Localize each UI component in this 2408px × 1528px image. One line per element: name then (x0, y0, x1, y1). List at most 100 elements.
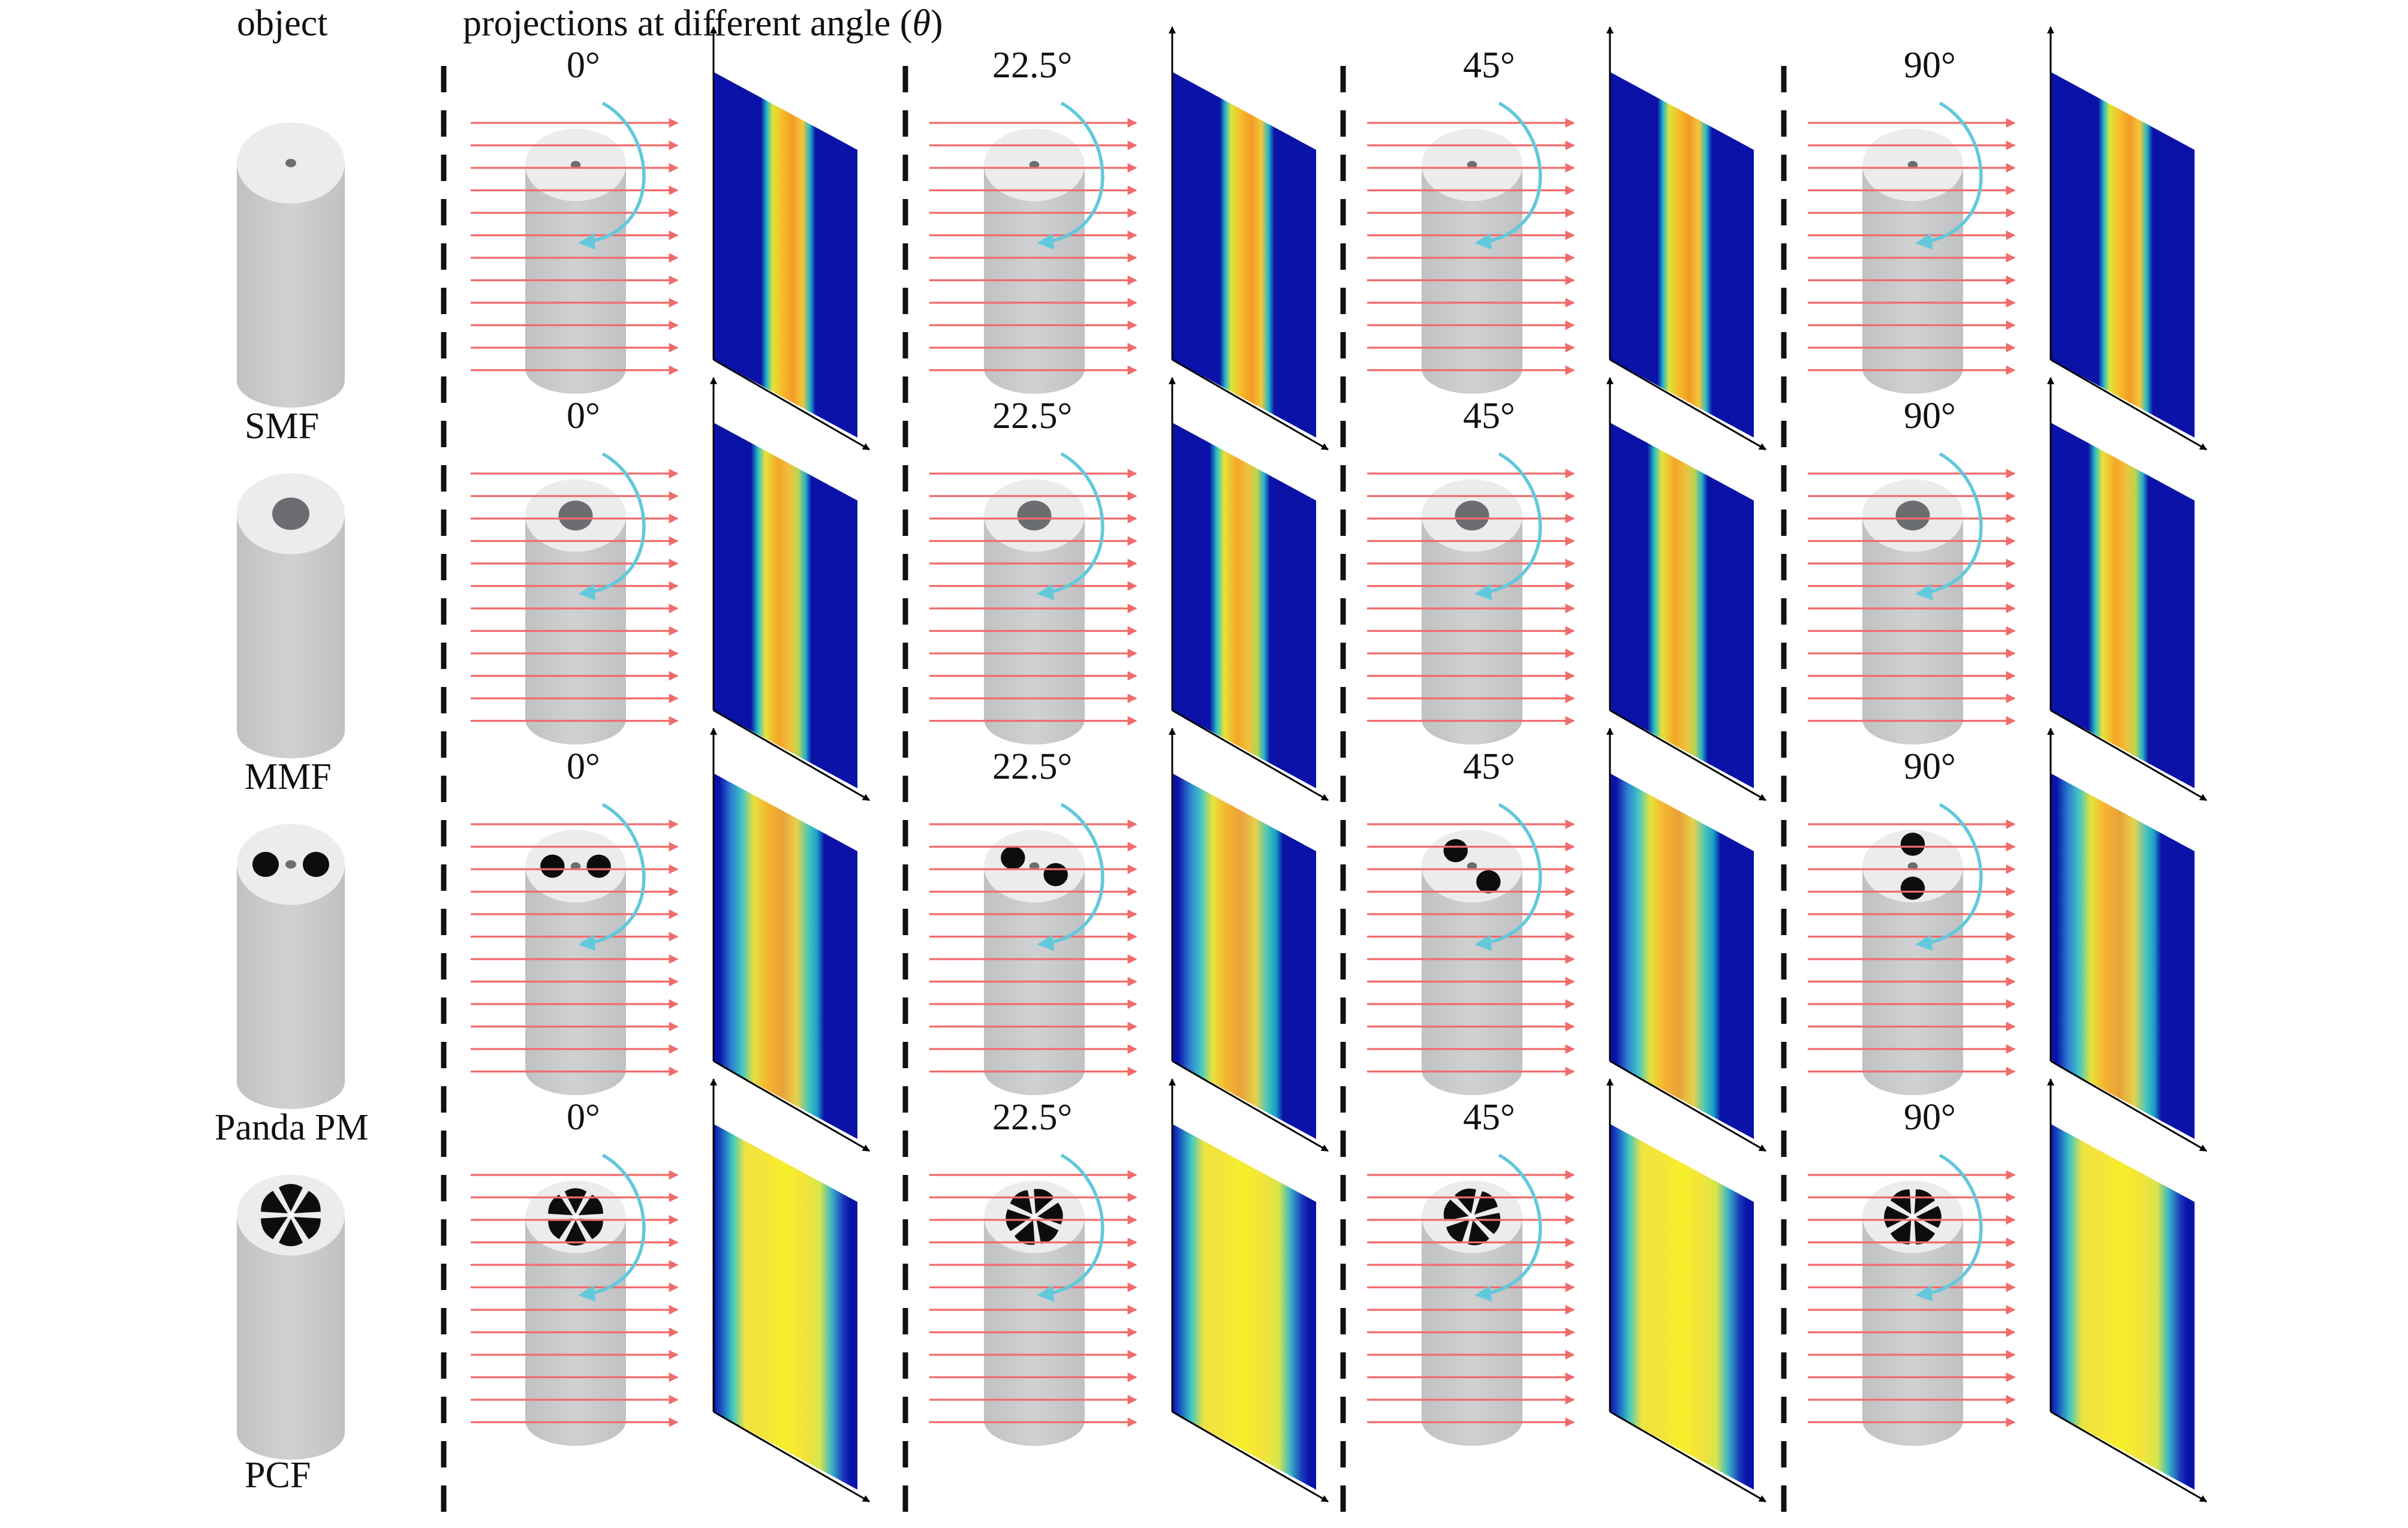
detector-panel (2051, 423, 2195, 788)
detector-x-axis (1609, 1060, 1767, 1152)
angle-label: 0° (567, 396, 600, 436)
core-disc (1455, 501, 1489, 531)
projections-header-text: projections at different angle ( (463, 3, 913, 44)
detector-x-axis (713, 358, 871, 451)
detector-x-axis (1609, 358, 1767, 451)
detector-panel (1610, 773, 1754, 1139)
detector-panel (2051, 773, 2195, 1139)
core-dot (570, 862, 581, 870)
cell-panda-0 (471, 727, 871, 1152)
core-disc (1017, 501, 1052, 531)
detector-panel (2051, 72, 2195, 438)
detector-x-axis (713, 1060, 871, 1152)
cell-pcf-3 (1808, 1078, 2208, 1503)
stress-rod (540, 854, 565, 878)
detector-panel (1172, 1124, 1316, 1490)
angle-label: 45° (1463, 45, 1515, 86)
projections-header: projections at different angle (θ) (463, 5, 943, 42)
detector-x-axis (1172, 1411, 1329, 1503)
rotation-arrow (1474, 452, 1542, 601)
core-disc (272, 498, 309, 530)
angle-label: 90° (1904, 396, 1956, 436)
detector-panel (1610, 1124, 1754, 1490)
object-column-header: object (237, 3, 328, 44)
core-dot (1467, 161, 1477, 169)
rotation-arrow (1915, 1153, 1983, 1302)
angle-label: 90° (1904, 1097, 1956, 1138)
stress-rod (1900, 832, 1925, 856)
detector-panel (1172, 773, 1316, 1139)
core-dot (1029, 862, 1040, 870)
rotation-arrow (578, 1153, 646, 1302)
detector-x-axis (713, 709, 871, 801)
cell-smf-1 (929, 26, 1329, 451)
rotation-arrow (1474, 101, 1542, 250)
stress-rod (303, 852, 329, 877)
detector-panel (1610, 72, 1754, 438)
cell-mmf-2 (1367, 376, 1767, 801)
angle-label: 22.5° (992, 45, 1073, 86)
detector-panel (714, 72, 857, 438)
angle-label: 0° (567, 45, 600, 86)
detector-x-axis (2050, 358, 2208, 451)
detector-panel (2051, 1124, 2195, 1490)
cell-mmf-3 (1808, 376, 2208, 801)
cylinder-body (237, 1215, 345, 1460)
detector-x-axis (713, 1411, 871, 1503)
core-dot (285, 159, 296, 167)
detector-panel (714, 423, 857, 788)
projections-header-close: ) (930, 3, 943, 44)
pcf-holes (1884, 1189, 1942, 1244)
object-label-panda: Panda PM (215, 1107, 369, 1148)
core-dot (1907, 862, 1918, 870)
core-dot (570, 161, 581, 169)
core-dot (1029, 161, 1040, 169)
cylinder-body (237, 864, 345, 1109)
rotation-arrow (1037, 101, 1104, 250)
stress-rod (1900, 876, 1925, 900)
angle-label: 22.5° (992, 396, 1073, 436)
angle-label: 0° (567, 1097, 600, 1138)
core-dot (1467, 862, 1477, 870)
detector-x-axis (1172, 1060, 1329, 1152)
stress-rod (1043, 863, 1068, 887)
theta-symbol: θ (912, 3, 931, 44)
object-label-mmf: MMF (245, 757, 332, 797)
rotation-arrow (1037, 803, 1104, 951)
rotation-arrow (1474, 1153, 1542, 1302)
angle-label: 0° (567, 746, 600, 787)
core-dot (285, 860, 296, 869)
core-dot (1907, 161, 1918, 169)
stress-rod (1476, 870, 1501, 894)
core-disc (1895, 501, 1930, 531)
object-panda (237, 824, 345, 1109)
rotation-arrow (1915, 452, 1983, 601)
stress-rod (1443, 839, 1468, 863)
angle-label: 45° (1463, 1097, 1515, 1138)
cell-pcf-1 (929, 1078, 1329, 1503)
detector-x-axis (2050, 1060, 2208, 1152)
cell-smf-3 (1808, 26, 2208, 451)
detector-panel (1172, 423, 1316, 788)
cell-pcf-2 (1367, 1078, 1767, 1503)
angle-label: 90° (1904, 746, 1956, 787)
stress-rod (586, 854, 611, 878)
rotation-arrow (1037, 1153, 1104, 1302)
detector-panel (714, 1124, 857, 1490)
detector-panel (714, 773, 857, 1139)
detector-x-axis (2050, 709, 2208, 801)
pcf-holes (548, 1188, 603, 1246)
object-label-pcf: PCF (245, 1455, 311, 1496)
rotation-arrow (1915, 803, 1983, 951)
angle-label: 45° (1463, 396, 1515, 436)
rotation-arrow (1915, 101, 1983, 250)
cylinder-body (237, 514, 345, 758)
cell-pcf-0 (471, 1078, 871, 1503)
cell-panda-3 (1808, 727, 2208, 1152)
core-disc (558, 501, 593, 531)
rotation-arrow (578, 101, 646, 250)
detector-x-axis (1609, 709, 1767, 801)
rotation-arrow (1037, 452, 1104, 601)
stress-rod (252, 852, 279, 877)
